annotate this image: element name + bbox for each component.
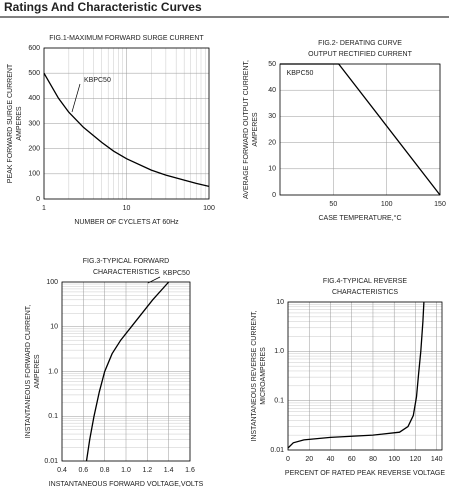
y-tick-label: 40 [268,87,276,94]
x-axis-label: INSTANTANEOUS FORWARD VOLTAGE,VOLTS [49,481,204,488]
x-tick-label: 1.4 [164,467,174,474]
x-tick-label: 120 [410,456,422,463]
y-tick-label: 100 [28,171,40,178]
x-axis-label: NUMBER OF CYCLETS AT 60Hz [74,219,179,226]
x-tick-label: 1.0 [121,467,131,474]
chart-title: FIG.4-TYPICAL REVERSE [323,278,407,285]
x-tick-label: 0 [286,456,290,463]
x-tick-label: 40 [327,456,335,463]
y-tick-label: 50 [268,61,276,68]
y-axis-label: AVERAGE FORWARD OUTPUT CURRENT, [243,60,250,199]
y-tick-label: 0.1 [274,398,284,405]
curve [85,281,170,462]
y-axis-label: AMPERES [16,106,23,141]
chart-title: OUTPUT RECTIFIED CURRENT [308,51,412,58]
x-tick-label: 0.8 [100,467,110,474]
y-tick-label: 500 [28,70,40,77]
x-tick-label: 80 [369,456,377,463]
y-tick-label: 600 [28,45,40,52]
y-tick-label: 0 [272,192,276,199]
x-tick-label: 100 [381,201,393,208]
x-tick-label: 100 [388,456,400,463]
y-tick-label: 300 [28,120,40,127]
x-tick-label: 0.4 [57,467,67,474]
x-tick-label: 150 [434,201,446,208]
y-axis-label: MICROAMPERES [260,347,267,405]
y-tick-label: 10 [50,324,58,331]
y-tick-label: 10 [268,166,276,173]
y-tick-label: 400 [28,95,40,102]
x-tick-label: 50 [329,201,337,208]
y-axis-label: PEAK FORWARD SURGE CURRENT [7,63,14,183]
y-axis-label: INSTANTANEOUS FORWARD CURRENT, [25,305,32,439]
annotation: KBPC50 [287,70,314,77]
annotation: KBPC50 [84,77,111,84]
y-tick-label: 20 [268,139,276,146]
y-tick-label: 100 [46,279,58,286]
curve [287,301,425,449]
y-tick-label: 10 [276,299,284,306]
x-tick-label: 10 [123,205,131,212]
y-tick-label: 0.01 [270,447,284,454]
annotation: KBPC50 [163,270,190,277]
y-tick-label: 30 [268,113,276,120]
x-axis-label: PERCENT OF RATED PEAK REVERSE VOLTAGE [285,470,445,477]
chart-title: CHARACTERISTICS [93,269,159,276]
y-tick-label: 1.0 [48,368,58,375]
chart-title: FIG.1-MAXIMUM FORWARD SURGE CURRENT [49,35,204,42]
x-tick-label: 1.2 [142,467,152,474]
y-tick-label: 0 [36,196,40,203]
annotation-arrow [147,276,161,284]
y-tick-label: 0.1 [48,413,58,420]
x-tick-label: 0.6 [78,467,88,474]
y-axis-label: AMPERES [252,112,259,147]
y-axis-label: INSTANTANEOUS REVERSE CURRENT, [251,310,258,441]
plot-frame [287,301,443,451]
x-tick-label: 140 [431,456,443,463]
x-axis-label: CASE TEMPERATURE,°C [318,214,401,222]
page-title: Ratings And Characteristic Curves [4,0,202,14]
chart-title: CHARACTERISTICS [332,289,398,296]
curve [43,72,210,188]
chart-title: FIG.3-TYPICAL FORWARD [83,258,169,265]
curve [280,63,441,196]
x-tick-label: 1.6 [185,467,195,474]
plot-frame [43,47,210,200]
chart-title: FIG.2- DERATING CURVE [318,40,402,47]
y-axis-label: AMPERES [34,354,41,389]
x-tick-label: 20 [305,456,313,463]
x-tick-label: 60 [348,456,356,463]
y-tick-label: 200 [28,146,40,153]
y-tick-label: 1.0 [274,348,284,355]
x-tick-label: 100 [203,205,215,212]
x-tick-label: 1 [42,205,46,212]
y-tick-label: 0.01 [44,458,58,465]
plot-frame [61,281,191,462]
plot-frame [279,63,441,196]
annotation-arrow [71,83,81,113]
